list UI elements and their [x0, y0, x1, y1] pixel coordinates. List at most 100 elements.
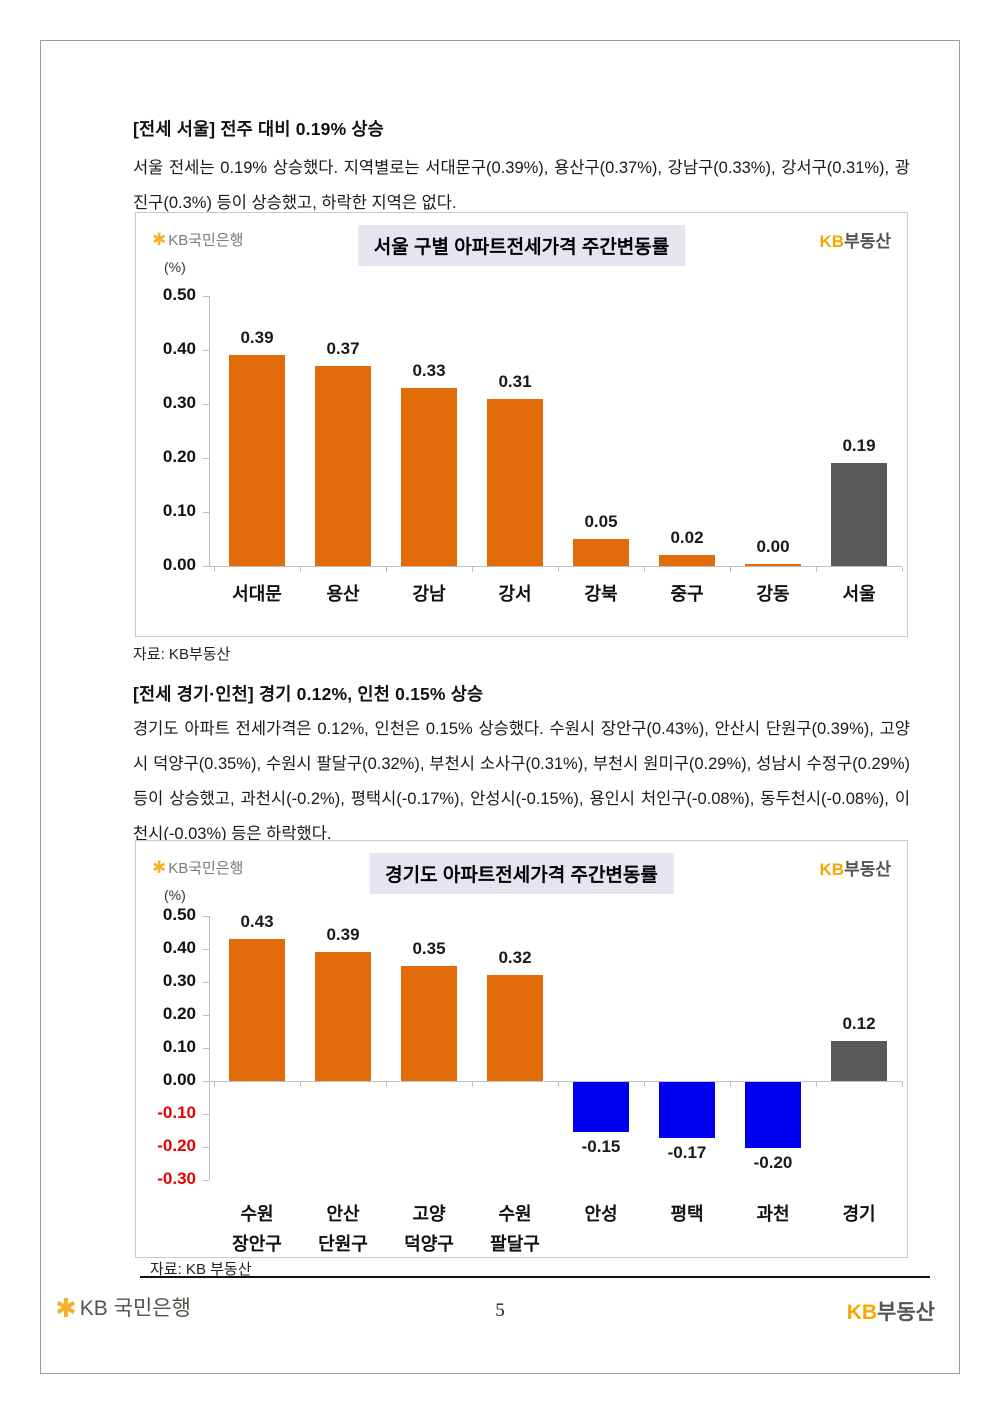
- x-category-line: 덕양구: [404, 1234, 454, 1254]
- x-category-label: 평택: [632, 1199, 742, 1229]
- bar-value-label: -0.17: [667, 1143, 707, 1163]
- chart1-source: 자료: KB부동산: [133, 646, 231, 663]
- y-tick-label: 0.00: [162, 555, 196, 574]
- kb-land-logo-kb: KB: [819, 232, 845, 251]
- y-tick-mark: [203, 1114, 209, 1115]
- x-tick-mark: [214, 1082, 215, 1087]
- bar-value-label: 0.32: [498, 948, 532, 968]
- x-category-label: 강서: [460, 579, 570, 609]
- footer-kb-bank-logo: ✱ KB 국민은행: [55, 1292, 191, 1324]
- kb-land-logo: KB부동산: [820, 227, 891, 252]
- kb-star-icon: ✱: [152, 230, 167, 249]
- x-axis-line: [209, 566, 902, 567]
- bar: [831, 463, 887, 566]
- x-category-line: 강남: [412, 584, 446, 604]
- x-category-label: 강남: [374, 579, 484, 609]
- x-category-label: 수원 장안구: [202, 1199, 312, 1259]
- bar-value-label: 0.31: [498, 371, 532, 391]
- section1-body: 서울 전세는 0.19% 상승했다. 지역별로는 서대문구(0.39%), 용산…: [133, 159, 910, 212]
- y-tick-label: 0.00: [162, 1070, 196, 1089]
- y-tick-mark: [203, 296, 209, 297]
- y-tick-label: 0.20: [162, 1004, 196, 1023]
- bar: [401, 387, 457, 566]
- y-tick-mark: [203, 1147, 209, 1148]
- x-tick-mark: [816, 567, 817, 572]
- y-tick-label: 0.10: [162, 1037, 196, 1056]
- section1-heading: [전세 서울] 전주 대비 0.19% 상승: [133, 119, 384, 139]
- x-category-label: 강동: [718, 579, 828, 609]
- bar: [315, 952, 371, 1081]
- kb-land-logo-kb: KB: [846, 1301, 878, 1324]
- unit-label: (%): [164, 887, 186, 903]
- y-tick-mark: [203, 1180, 209, 1181]
- x-category-line: 용산: [326, 584, 360, 604]
- x-category-label: 중구: [632, 579, 742, 609]
- y-tick-mark: [203, 1048, 209, 1049]
- kb-bank-logo-text: KB국민은행: [168, 232, 244, 249]
- footer-kb-bank-text: KB 국민은행: [79, 1297, 191, 1320]
- footer-kb-land-logo: KB부동산: [847, 1296, 935, 1326]
- kb-land-logo-kb: KB: [819, 860, 845, 879]
- x-tick-mark: [816, 1082, 817, 1087]
- y-tick-label: -0.10: [157, 1103, 196, 1122]
- y-tick-label: 0.30: [162, 393, 196, 412]
- footer-rule: [140, 1276, 930, 1278]
- bar: [659, 555, 715, 566]
- bar: [229, 939, 285, 1081]
- y-tick-label: 0.50: [162, 905, 196, 924]
- x-category-label: 안산 단원구: [288, 1199, 398, 1259]
- y-tick-mark: [203, 1081, 209, 1082]
- x-tick-mark: [558, 1082, 559, 1087]
- x-tick-mark: [730, 1082, 731, 1087]
- bar: [745, 564, 801, 566]
- y-tick-label: 0.30: [162, 971, 196, 990]
- bar-value-label: -0.15: [581, 1136, 621, 1156]
- x-category-line: 서울: [842, 584, 876, 604]
- x-category-line: 강북: [584, 584, 618, 604]
- x-category-line: 고양: [412, 1204, 446, 1224]
- bar-value-label: 0.02: [670, 528, 704, 548]
- unit-label: (%): [164, 259, 186, 275]
- kb-star-icon: ✱: [55, 1293, 77, 1323]
- y-tick-mark: [203, 916, 209, 917]
- kb-star-icon: ✱: [152, 858, 167, 877]
- chart-title: 서울 구별 아파트전세가격 주간변동률: [357, 225, 686, 266]
- x-tick-mark: [300, 567, 301, 572]
- kb-bank-logo: ✱ KB국민은행: [152, 857, 243, 878]
- x-category-line: 서대문: [232, 584, 282, 604]
- bar: [831, 1041, 887, 1081]
- x-category-line: 경기: [842, 1204, 876, 1224]
- x-tick-mark: [902, 567, 903, 572]
- bar-value-label: 0.05: [584, 512, 618, 531]
- bar: [745, 1082, 801, 1148]
- kb-land-logo: KB부동산: [820, 855, 891, 880]
- x-tick-mark: [300, 1082, 301, 1087]
- x-tick-mark: [386, 1082, 387, 1087]
- bar-value-label: 0.12: [842, 1014, 876, 1034]
- x-tick-mark: [644, 1082, 645, 1087]
- x-category-line: 장안구: [232, 1234, 282, 1254]
- page-number: 5: [495, 1300, 505, 1321]
- y-tick-mark: [203, 512, 209, 513]
- gyeonggi-chart: ✱ KB국민은행 (%) 경기도 아파트전세가격 주간변동률 KB부동산 0.50…: [135, 840, 908, 1258]
- x-category-line: 평택: [670, 1204, 704, 1224]
- x-category-label: 강북: [546, 579, 656, 609]
- kb-land-logo-text: 부동산: [844, 860, 891, 879]
- bar-value-label: 0.33: [412, 360, 446, 380]
- y-tick-mark: [203, 458, 209, 459]
- kb-bank-logo: ✱ KB국민은행: [152, 229, 243, 250]
- x-category-label: 안성: [546, 1199, 656, 1229]
- bar: [487, 398, 543, 566]
- bar-value-label: 0.39: [240, 328, 274, 348]
- y-tick-mark: [203, 949, 209, 950]
- y-axis-line: [209, 296, 210, 566]
- section2-heading: [전세 경기·인천] 경기 0.12%, 인천 0.15% 상승: [133, 684, 484, 704]
- page-border: [40, 40, 960, 1374]
- x-tick-mark: [472, 567, 473, 572]
- bar-value-label: 0.39: [326, 925, 360, 945]
- x-category-line: 팔달구: [490, 1234, 540, 1254]
- x-axis-line: [209, 1081, 902, 1082]
- chart-title: 경기도 아파트전세가격 주간변동률: [369, 853, 674, 894]
- x-category-line: 단원구: [318, 1234, 368, 1254]
